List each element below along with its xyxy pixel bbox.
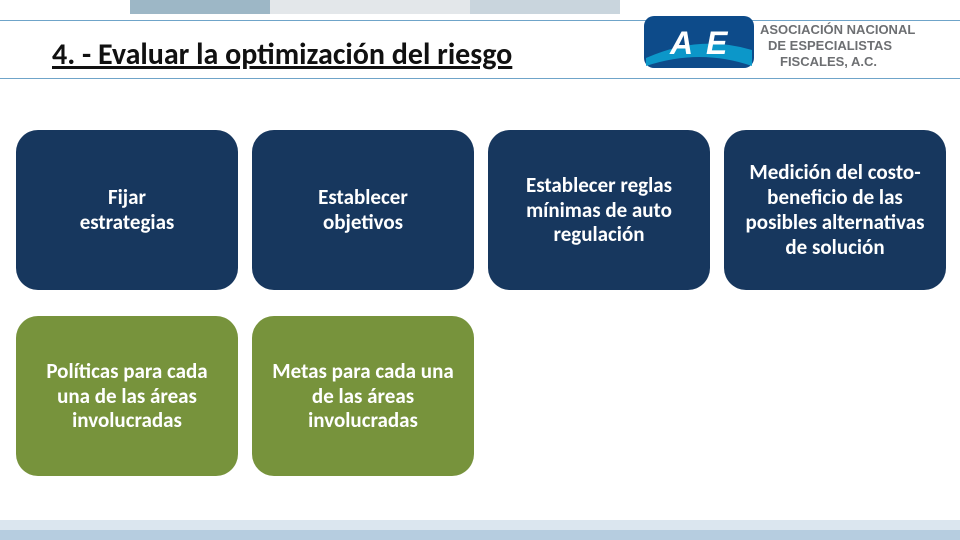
card-metas-areas: Metas para cada una de las áreas involuc… bbox=[252, 316, 474, 476]
logo-line1: ASOCIACIÓN NACIONAL bbox=[760, 22, 915, 37]
card-text: Fijar bbox=[108, 185, 146, 210]
bottom-accent-bar bbox=[0, 520, 960, 540]
card-politicas-areas: Políticas para cada una de las áreas inv… bbox=[16, 316, 238, 476]
top-accent-segment bbox=[470, 0, 620, 14]
svg-text:E: E bbox=[706, 25, 729, 61]
card-establecer-objetivos: Establecerobjetivos bbox=[252, 130, 474, 290]
svg-text:A: A bbox=[669, 25, 693, 61]
card-text: objetivos bbox=[323, 210, 403, 235]
cards-grid: FijarestrategiasEstablecerobjetivosEstab… bbox=[0, 120, 960, 480]
top-accent-segment bbox=[620, 0, 960, 14]
card-text: Establecer reglas mínimas de auto regula… bbox=[502, 173, 696, 247]
top-accent-segment bbox=[270, 0, 470, 14]
card-reglas-minimas: Establecer reglas mínimas de auto regula… bbox=[488, 130, 710, 290]
card-text: Metas para cada una de las áreas involuc… bbox=[266, 359, 460, 433]
card-medicion-costo-beneficio: Medición del costo-beneficio de las posi… bbox=[724, 130, 946, 290]
card-text: estrategias bbox=[80, 210, 175, 235]
card-text: Establecer bbox=[318, 185, 408, 210]
top-accent-segment bbox=[130, 0, 270, 14]
card-text: Medición del costo-beneficio de las posi… bbox=[738, 160, 932, 259]
card-text: Políticas para cada una de las áreas inv… bbox=[30, 359, 224, 433]
top-accent-strip bbox=[0, 0, 960, 14]
top-accent-segment bbox=[0, 0, 130, 14]
logo-line3: FISCALES, A.C. bbox=[780, 54, 877, 69]
slide-title: 4. - Evaluar la optimización del riesgo bbox=[52, 36, 512, 73]
logo-line2: DE ESPECIALISTAS bbox=[768, 38, 892, 53]
org-logo: A E ASOCIACIÓN NACIONAL DE ESPECIALISTAS… bbox=[640, 14, 940, 100]
card-fijar-estrategias: Fijarestrategias bbox=[16, 130, 238, 290]
